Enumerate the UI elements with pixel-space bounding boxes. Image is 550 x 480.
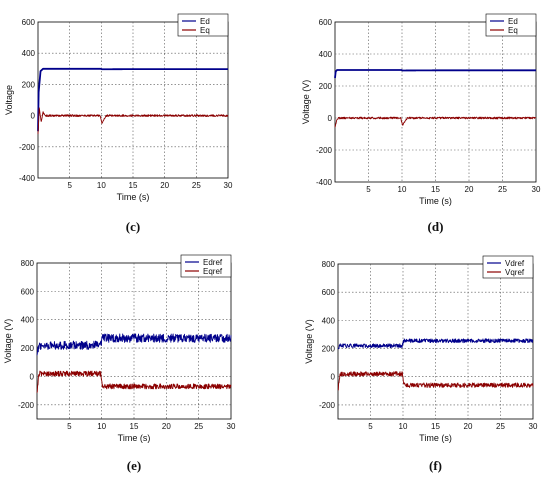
x-tick-label: 15 — [431, 185, 440, 194]
y-tick-label: 200 — [21, 344, 35, 353]
plot-area — [334, 21, 537, 183]
y-axis-label: Voltage (V) — [304, 319, 314, 364]
y-tick-label: 400 — [322, 316, 336, 325]
y-tick-label: 600 — [322, 288, 336, 297]
legend-label: Eq — [508, 26, 518, 35]
x-tick-label: 30 — [529, 422, 538, 431]
x-tick-label: 5 — [366, 185, 371, 194]
x-tick-label: 15 — [431, 422, 440, 431]
legend-label: Vqref — [505, 268, 525, 277]
y-tick-label: 0 — [30, 372, 35, 381]
x-tick-label: 10 — [97, 422, 106, 431]
y-tick-label: 800 — [322, 260, 336, 269]
series-line-eq — [37, 107, 229, 135]
legend-label: Vdref — [505, 259, 525, 268]
x-tick-label: 10 — [398, 185, 407, 194]
x-axis-label: Time (s) — [117, 192, 150, 202]
y-tick-label: 200 — [319, 82, 333, 91]
legend-label: Eq — [200, 26, 210, 35]
legend-label: Ed — [508, 17, 518, 26]
y-tick-label: -200 — [18, 401, 35, 410]
y-tick-label: -200 — [316, 146, 333, 155]
x-tick-label: 30 — [227, 422, 236, 431]
y-tick-label: -200 — [319, 401, 336, 410]
x-axis-label: Time (s) — [419, 196, 452, 206]
y-axis-label: Voltage (V) — [3, 319, 13, 364]
series-line-edref — [36, 333, 232, 356]
chart-panel-0: 5 10 15 20 25 30 -400 -200 0 200 400 600 Time (s) Vol… — [4, 13, 233, 234]
x-tick-label: 10 — [97, 181, 106, 190]
chart-panel-2: 5 10 15 20 25 30 -200 0 200 400 600 800 Time (s) Volt… — [3, 254, 236, 473]
y-axis-label: Voltage — [4, 85, 14, 115]
y-tick-label: 600 — [22, 18, 36, 27]
series-line-eq — [334, 116, 537, 128]
x-tick-label: 25 — [496, 422, 505, 431]
panel-caption: (c) — [126, 219, 140, 234]
x-axis-label: Time (s) — [419, 433, 452, 443]
y-tick-label: 200 — [22, 80, 36, 89]
x-tick-label: 5 — [67, 181, 72, 190]
legend-label: Eqref — [203, 267, 223, 276]
chart-panel-1: 5 10 15 20 25 30 -400 -200 0 200 400 600 Time (s) Vol… — [301, 13, 541, 234]
y-tick-label: 0 — [328, 114, 333, 123]
legend-label: Edref — [203, 258, 223, 267]
series-line-ed — [334, 69, 537, 79]
x-tick-label: 30 — [224, 181, 233, 190]
x-tick-label: 20 — [465, 185, 474, 194]
x-tick-label: 25 — [194, 422, 203, 431]
y-tick-label: 0 — [331, 373, 336, 382]
legend-label: Ed — [200, 17, 210, 26]
y-axis-label: Voltage (V) — [301, 80, 311, 125]
panel-caption: (d) — [428, 219, 444, 234]
x-tick-label: 15 — [130, 422, 139, 431]
x-tick-label: 10 — [399, 422, 408, 431]
y-tick-label: -400 — [19, 174, 36, 183]
x-tick-label: 20 — [162, 422, 171, 431]
y-tick-label: 400 — [319, 50, 333, 59]
x-tick-label: 15 — [129, 181, 138, 190]
series-line-ed — [37, 67, 229, 132]
y-tick-label: 200 — [322, 345, 336, 354]
x-tick-label: 30 — [532, 185, 541, 194]
y-tick-label: -400 — [316, 178, 333, 187]
y-tick-label: 600 — [21, 287, 35, 296]
chart-panel-3: 5 10 15 20 25 30 -200 0 200 400 600 800 Time (s) Volt… — [304, 255, 538, 473]
x-tick-label: 20 — [160, 181, 169, 190]
y-tick-label: 0 — [31, 112, 36, 121]
series-line-eqref — [36, 370, 232, 393]
panel-caption: (e) — [127, 458, 141, 473]
y-tick-label: 600 — [319, 18, 333, 27]
x-tick-label: 5 — [368, 422, 373, 431]
x-tick-label: 25 — [498, 185, 507, 194]
series-line-vdref — [337, 338, 534, 350]
y-tick-label: -200 — [19, 143, 36, 152]
x-tick-label: 5 — [67, 422, 72, 431]
x-axis-label: Time (s) — [118, 433, 151, 443]
series-line-vqref — [337, 371, 534, 391]
y-tick-label: 400 — [21, 316, 35, 325]
y-tick-label: 400 — [22, 49, 36, 58]
x-tick-label: 25 — [192, 181, 201, 190]
y-tick-label: 800 — [21, 259, 35, 268]
x-tick-label: 20 — [464, 422, 473, 431]
panel-caption: (f) — [429, 458, 442, 473]
